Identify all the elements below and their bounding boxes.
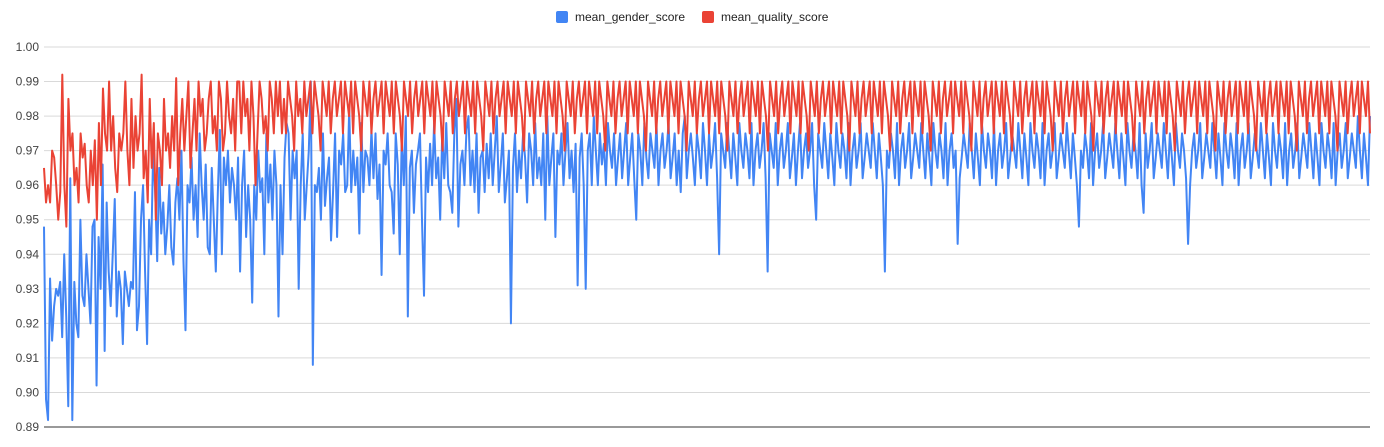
- y-tick-label: 0.90: [16, 385, 40, 399]
- y-axis-ticks: 0.89 0.90 0.91 0.92 0.93 0.94 0.95 0.96 0.97 0.98…: [16, 40, 40, 434]
- series-line-mean-gender-score[interactable]: [43, 80, 1371, 422]
- y-tick-label: 0.89: [16, 420, 40, 434]
- y-tick-label: 0.93: [16, 282, 40, 296]
- y-tick-label: 0.95: [16, 213, 40, 227]
- legend-label-quality: mean_quality_score: [721, 10, 829, 24]
- legend-swatch-gender: [556, 11, 568, 23]
- y-tick-label: 1.00: [16, 40, 40, 54]
- y-tick-label: 0.99: [16, 75, 40, 89]
- y-tick-label: 0.92: [16, 316, 40, 330]
- y-tick-label: 0.91: [16, 351, 40, 365]
- legend-label-gender: mean_gender_score: [575, 10, 685, 24]
- legend-entry-gender[interactable]: mean_gender_score: [556, 10, 685, 24]
- series-line-mean-quality-score[interactable]: [43, 73, 1371, 228]
- legend-entry-quality[interactable]: mean_quality_score: [702, 10, 829, 24]
- y-tick-label: 0.96: [16, 178, 40, 192]
- series-layer: [43, 73, 1371, 422]
- legend: mean_gender_score mean_quality_score: [556, 10, 829, 24]
- y-tick-label: 0.98: [16, 109, 40, 123]
- legend-swatch-quality: [702, 11, 714, 23]
- y-tick-label: 0.94: [16, 247, 40, 261]
- y-tick-label: 0.97: [16, 144, 40, 158]
